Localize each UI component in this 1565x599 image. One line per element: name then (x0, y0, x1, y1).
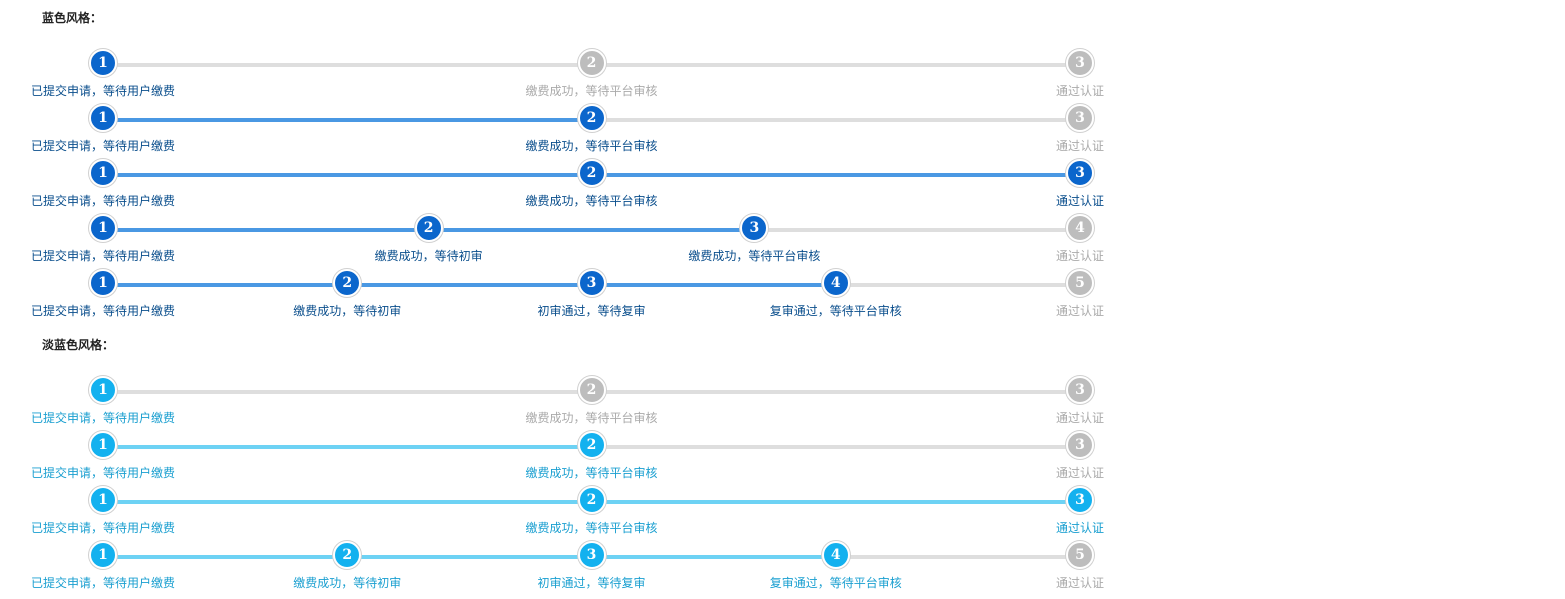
step-progress-bar: 1 已提交申请，等待用户缴费 2 缴费成功，等待平台审核 3 通过认证 (0, 486, 1565, 542)
step-number-circle: 1 (89, 104, 117, 132)
step-number-circle: 3 (1066, 49, 1094, 77)
step-number-circle: 3 (1066, 431, 1094, 459)
step-label: 缴费成功，等待初审 (374, 249, 483, 263)
step-label: 通过认证 (1055, 411, 1105, 425)
step-progress-bar: 1 已提交申请，等待用户缴费 2 缴费成功，等待初审 3 初审通过，等待复审 4 复审通过，等… (0, 541, 1565, 597)
step-number-circle: 2 (577, 159, 606, 187)
step-connector (347, 283, 592, 287)
step-label: 初审通过，等待复审 (537, 304, 646, 318)
step-connector (428, 228, 755, 232)
step-connector (591, 390, 1080, 394)
step-label: 已提交申请，等待用户缴费 (30, 139, 176, 153)
step-connector (591, 445, 1080, 449)
step-connector (591, 173, 1080, 177)
step-label: 缴费成功，等待初审 (293, 576, 402, 590)
step-number-circle: 3 (1066, 486, 1094, 514)
step-label: 缴费成功，等待平台审核 (525, 521, 658, 535)
step-connector (103, 555, 348, 559)
step-label: 通过认证 (1055, 466, 1105, 480)
step-connector (591, 63, 1080, 67)
step-connector (103, 445, 592, 449)
step-number-circle: 2 (333, 541, 362, 569)
step-label: 通过认证 (1055, 84, 1105, 98)
step-progress-bar: 1 已提交申请，等待用户缴费 2 缴费成功，等待平台审核 3 通过认证 (0, 104, 1565, 160)
section-title: 蓝色风格： (42, 11, 103, 25)
step-connector (835, 283, 1080, 287)
step-label: 通过认证 (1055, 304, 1105, 318)
step-number-circle: 4 (1066, 214, 1094, 242)
step-number-circle: 2 (577, 376, 606, 404)
step-label: 复审通过，等待平台审核 (769, 304, 902, 318)
step-label: 缴费成功，等待平台审核 (688, 249, 821, 263)
step-connector (103, 228, 429, 232)
step-label: 已提交申请，等待用户缴费 (30, 576, 176, 590)
step-label: 缴费成功，等待平台审核 (525, 139, 658, 153)
step-number-circle: 2 (333, 269, 362, 297)
step-label: 缴费成功，等待初审 (293, 304, 402, 318)
step-number-circle: 2 (577, 104, 606, 132)
step-connector (103, 500, 592, 504)
step-number-circle: 1 (89, 269, 117, 297)
step-label: 缴费成功，等待平台审核 (525, 466, 658, 480)
step-label: 已提交申请，等待用户缴费 (30, 84, 176, 98)
step-label: 已提交申请，等待用户缴费 (30, 411, 176, 425)
step-label: 缴费成功，等待平台审核 (525, 411, 658, 425)
step-number-circle: 3 (740, 214, 769, 242)
step-connector (103, 283, 348, 287)
step-progress-bar: 1 已提交申请，等待用户缴费 2 缴费成功，等待初审 3 初审通过，等待复审 4 复审通过，等… (0, 269, 1565, 325)
step-number-circle: 4 (821, 269, 850, 297)
step-connector (835, 555, 1080, 559)
step-number-circle: 1 (89, 49, 117, 77)
step-label: 复审通过，等待平台审核 (769, 576, 902, 590)
step-label: 缴费成功，等待平台审核 (525, 84, 658, 98)
step-connector (591, 555, 836, 559)
step-number-circle: 5 (1066, 541, 1094, 569)
step-connector (103, 173, 592, 177)
step-label: 通过认证 (1055, 139, 1105, 153)
step-label: 已提交申请，等待用户缴费 (30, 194, 176, 208)
step-label: 通过认证 (1055, 521, 1105, 535)
step-progress-bar: 1 已提交申请，等待用户缴费 2 缴费成功，等待平台审核 3 通过认证 (0, 431, 1565, 487)
step-connector (103, 63, 592, 67)
step-progress-bar: 1 已提交申请，等待用户缴费 2 缴费成功，等待平台审核 3 通过认证 (0, 159, 1565, 215)
step-label: 通过认证 (1055, 249, 1105, 263)
step-number-circle: 2 (414, 214, 443, 242)
step-connector (347, 555, 592, 559)
step-number-circle: 1 (89, 376, 117, 404)
step-number-circle: 3 (577, 269, 606, 297)
step-number-circle: 2 (577, 486, 606, 514)
step-number-circle: 1 (89, 214, 117, 242)
step-number-circle: 3 (1066, 104, 1094, 132)
step-label: 初审通过，等待复审 (537, 576, 646, 590)
step-label: 缴费成功，等待平台审核 (525, 194, 658, 208)
section-title: 淡蓝色风格： (42, 338, 115, 352)
step-number-circle: 1 (89, 486, 117, 514)
step-label: 通过认证 (1055, 194, 1105, 208)
step-number-circle: 3 (1066, 376, 1094, 404)
step-number-circle: 3 (1066, 159, 1094, 187)
step-connector (591, 283, 836, 287)
step-label: 已提交申请，等待用户缴费 (30, 521, 176, 535)
step-number-circle: 1 (89, 431, 117, 459)
step-number-circle: 5 (1066, 269, 1094, 297)
step-progress-bar: 1 已提交申请，等待用户缴费 2 缴费成功，等待平台审核 3 通过认证 (0, 376, 1565, 432)
step-number-circle: 1 (89, 159, 117, 187)
step-connector (103, 118, 592, 122)
step-label: 已提交申请，等待用户缴费 (30, 249, 176, 263)
step-label: 已提交申请，等待用户缴费 (30, 304, 176, 318)
step-connector (754, 228, 1080, 232)
step-label: 已提交申请，等待用户缴费 (30, 466, 176, 480)
step-connector (103, 390, 592, 394)
step-progress-bar: 1 已提交申请，等待用户缴费 2 缴费成功，等待平台审核 3 通过认证 (0, 49, 1565, 105)
step-progress-bar: 1 已提交申请，等待用户缴费 2 缴费成功，等待初审 3 缴费成功，等待平台审核 4 通过认证 (0, 214, 1565, 270)
step-connector (591, 500, 1080, 504)
step-number-circle: 1 (89, 541, 117, 569)
step-number-circle: 2 (577, 431, 606, 459)
step-label: 通过认证 (1055, 576, 1105, 590)
step-number-circle: 3 (577, 541, 606, 569)
step-connector (591, 118, 1080, 122)
step-number-circle: 4 (821, 541, 850, 569)
step-number-circle: 2 (577, 49, 606, 77)
